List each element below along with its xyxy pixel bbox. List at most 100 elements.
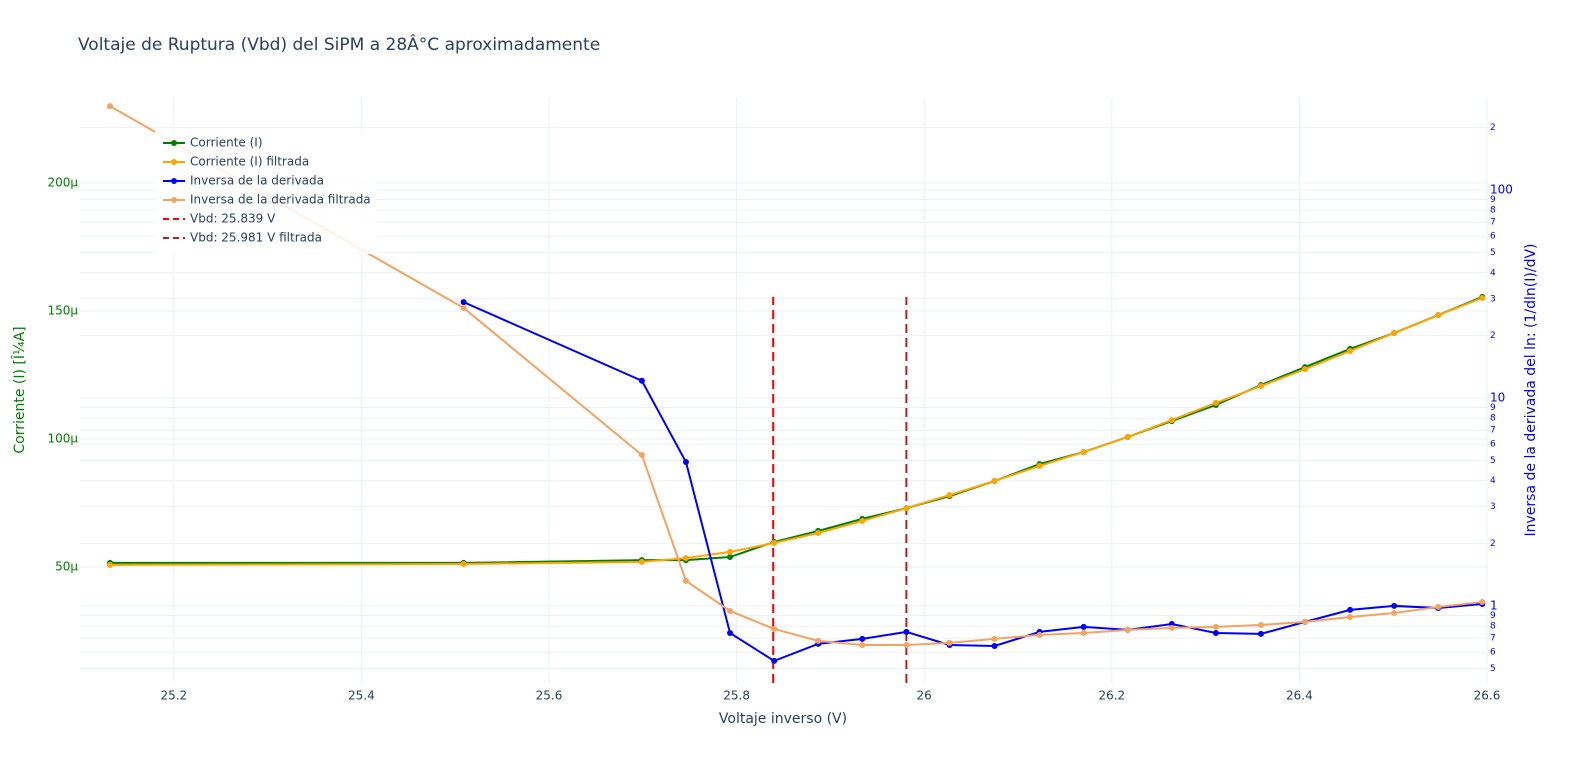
legend: Corriente (I) Corriente (I) filtrada Inver…	[155, 130, 377, 254]
series-line	[110, 297, 1483, 566]
legend-label: Inversa de la derivada	[190, 174, 324, 188]
data-point	[771, 539, 778, 546]
y2-tick-label: 2	[1490, 539, 1496, 549]
y-tick-label: 100μ	[47, 432, 78, 446]
y2-tick-label: 100	[1490, 183, 1513, 197]
data-point	[682, 577, 689, 584]
data-point	[1435, 312, 1442, 319]
legend-label: Vbd: 25.981 V filtrada	[190, 231, 322, 245]
data-point	[1479, 598, 1486, 605]
data-point	[1257, 630, 1264, 637]
y2-tick-label: 8	[1490, 622, 1496, 632]
data-point	[991, 635, 998, 642]
data-point	[107, 103, 114, 110]
data-point	[859, 517, 866, 524]
x-tick-label: 26.4	[1286, 689, 1313, 703]
series-line	[463, 301, 1483, 663]
data-point	[1391, 602, 1398, 609]
data-point	[727, 607, 734, 614]
x-tick-label: 26.6	[1474, 689, 1501, 703]
data-point	[991, 478, 998, 485]
data-point	[815, 637, 822, 644]
data-point	[107, 561, 114, 568]
y2-tick-label: 6	[1490, 648, 1496, 658]
data-point	[1257, 383, 1264, 390]
y2-tick-label: 2	[1490, 123, 1496, 133]
chart-title: Voltaje de Ruptura (Vbd) del SiPM a 28Â°…	[78, 33, 600, 55]
data-point	[1080, 449, 1087, 456]
y2-tick-label: 4	[1490, 268, 1496, 278]
y2-tick-label: 9	[1490, 195, 1496, 205]
data-point	[1347, 606, 1354, 613]
y2-tick-label: 7	[1490, 634, 1496, 644]
data-point	[1124, 433, 1131, 440]
y2-tick-label: 7	[1490, 218, 1496, 228]
legend-bg	[155, 130, 377, 254]
data-point	[682, 459, 689, 466]
series-line	[109, 105, 1483, 646]
x-tick-label: 25.4	[348, 689, 375, 703]
y2-tick-label: 7	[1490, 426, 1496, 436]
data-point	[1302, 366, 1309, 373]
data-point	[1124, 626, 1131, 633]
legend-marker	[171, 159, 177, 165]
grid	[80, 98, 1488, 683]
data-point	[1036, 631, 1043, 638]
y-tick-label: 150μ	[47, 304, 78, 318]
y2-tick-label: 6	[1490, 440, 1496, 450]
data-point	[1036, 462, 1043, 469]
data-point	[859, 635, 866, 642]
legend-label: Corriente (I)	[190, 136, 263, 150]
y2-tick-label: 9	[1490, 611, 1496, 621]
data-point	[1168, 417, 1175, 424]
y2-tick-label: 4	[1490, 476, 1496, 486]
data-point	[1347, 613, 1354, 620]
data-point	[1391, 330, 1398, 337]
data-point	[1080, 630, 1087, 637]
data-point	[1212, 623, 1219, 630]
data-point	[771, 625, 778, 632]
data-point	[1391, 609, 1398, 616]
x-tick-label: 25.8	[723, 689, 750, 703]
y2-tick-label: 3	[1490, 502, 1496, 512]
data-point	[460, 560, 467, 567]
data-point	[1212, 630, 1219, 637]
y2-tick-label: 10	[1490, 390, 1505, 404]
legend-marker	[171, 140, 177, 146]
legend-marker	[171, 178, 177, 184]
legend-marker	[171, 197, 177, 203]
data-point	[638, 377, 645, 384]
data-point	[682, 555, 689, 562]
y-axis-label: Corriente (I) [Î¼A]	[10, 326, 28, 453]
data-point	[638, 558, 645, 565]
data-point	[991, 642, 998, 649]
y2-tick-label: 8	[1490, 414, 1496, 424]
x-tick-label: 26.2	[1098, 689, 1125, 703]
y2-tick-label: 5	[1490, 248, 1496, 258]
data-point	[946, 639, 953, 646]
x-tick-label: 25.2	[160, 689, 187, 703]
data-point	[1212, 399, 1219, 406]
data-point	[727, 554, 734, 561]
data-point	[460, 304, 467, 311]
y2-tick-label: 6	[1490, 232, 1496, 242]
data-point	[727, 630, 734, 637]
data-point	[1080, 623, 1087, 630]
y2-axis-label: Inversa de la derivada del ln: (1/dln(I)…	[1523, 244, 1539, 537]
legend-label: Corriente (I) filtrada	[190, 155, 309, 169]
y2-tick-label: 1	[1490, 598, 1498, 612]
data-point	[1479, 294, 1486, 301]
y2-tick-label: 9	[1490, 403, 1496, 413]
y2-tick-label: 3	[1490, 294, 1496, 304]
y-tick-label: 200μ	[47, 175, 78, 189]
legend-label: Inversa de la derivada filtrada	[190, 193, 371, 207]
data-point	[815, 529, 822, 536]
data-point	[903, 628, 910, 635]
data-point	[1257, 621, 1264, 628]
data-point	[1435, 603, 1442, 610]
legend-label: Vbd: 25.839 V	[190, 212, 276, 226]
data-point	[1168, 624, 1175, 631]
data-point	[859, 641, 866, 648]
x-axis-label: Voltaje inverso (V)	[719, 711, 847, 727]
